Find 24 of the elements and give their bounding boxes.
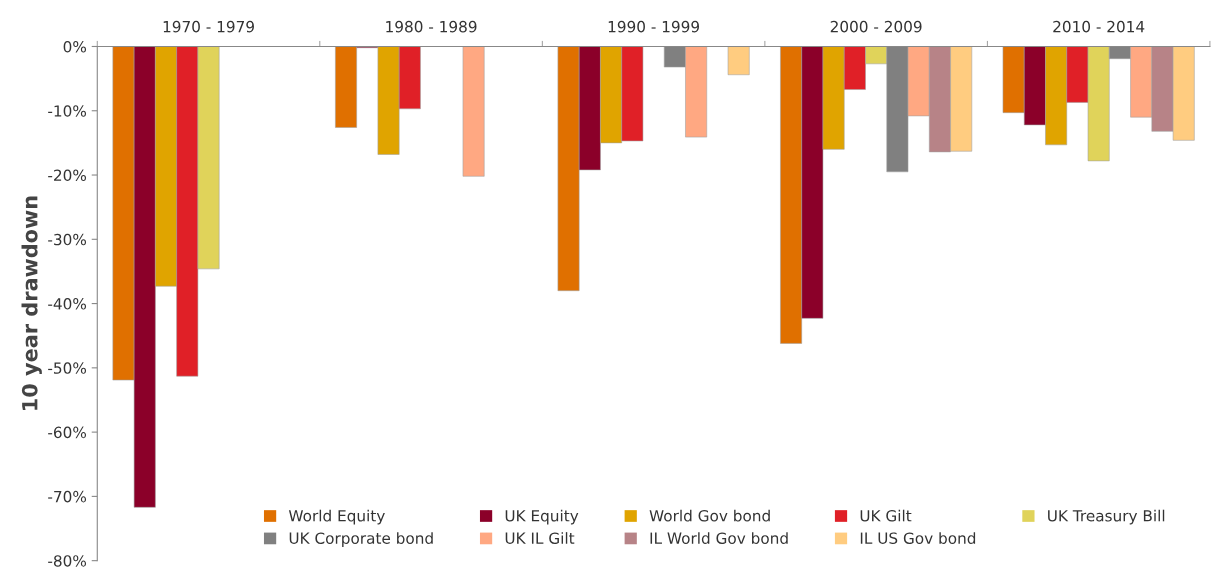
legend-label: World Gov bond [649, 509, 770, 522]
y-tick-label: -60% [48, 426, 87, 439]
legend-label: UK Equity [505, 509, 579, 525]
legend-label: UK Gilt [860, 509, 912, 522]
y-tick-label: -80% [48, 555, 87, 567]
x-tick-label: 1990 - 1999 [608, 20, 700, 33]
y-tick-label: -50% [48, 362, 87, 374]
legend-label: UK IL Gilt [505, 532, 575, 544]
x-tick-label: 2000 - 2009 [830, 20, 922, 33]
legend-label: UK Treasury Bill [1048, 509, 1165, 525]
y-tick-label: -10% [48, 105, 87, 117]
y-tick-label: -30% [48, 233, 87, 246]
x-tick-label: 2010 - 2014 [1053, 20, 1145, 33]
x-tick-label: 1980 - 1989 [386, 20, 477, 33]
y-tick-label: -70% [48, 490, 87, 503]
x-tick-label: 1970 - 1979 [163, 20, 254, 33]
y-tick-label: -40% [48, 298, 87, 310]
legend-label: IL US Gov bond [860, 532, 976, 544]
y-axis-title: 10 year drawdown [21, 196, 42, 410]
legend-label: IL World Gov bond [650, 532, 788, 544]
y-tick-label: 0% [63, 40, 87, 53]
legend-label: World Equity [288, 509, 385, 525]
legend-label: UK Corporate bond [289, 532, 433, 547]
y-tick-label: -20% [48, 169, 87, 182]
